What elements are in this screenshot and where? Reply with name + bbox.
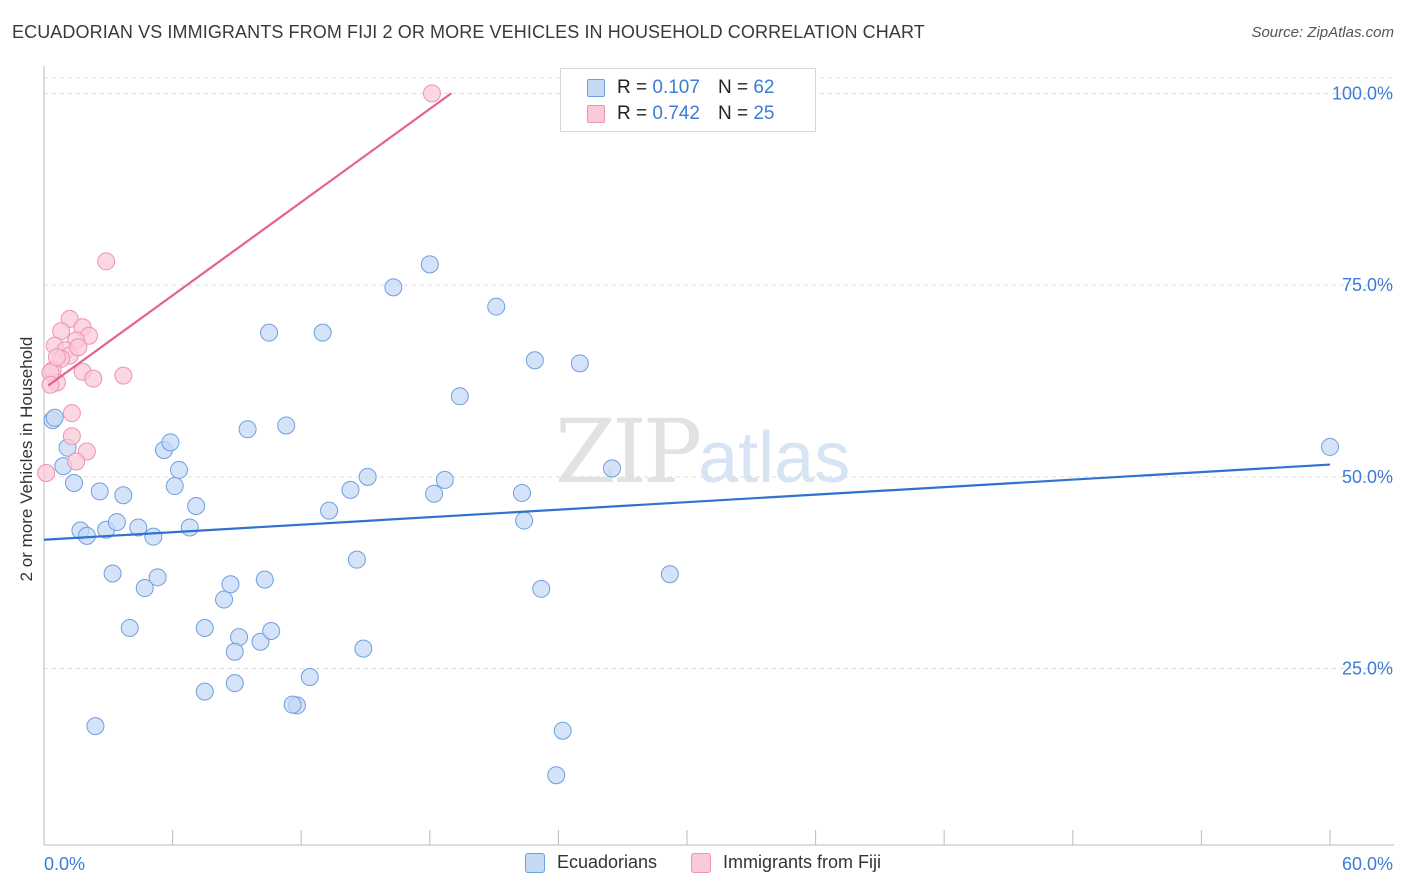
fiji-point (47, 348, 66, 367)
fiji-point (69, 338, 88, 357)
ecuadorian-point (215, 590, 234, 609)
fiji-point (97, 252, 116, 271)
stats-legend: R = 0.107 N = 62 R = 0.742 N = 25 (560, 68, 816, 132)
ecuadorian-point (90, 482, 109, 501)
x-tick-label: 0.0% (44, 854, 85, 874)
ecuadorian-point (313, 323, 332, 342)
ecuadorian-point (547, 766, 566, 785)
ecuadorian-point (532, 579, 551, 598)
series-legend-fiji[interactable]: Immigrants from Fiji (691, 852, 881, 873)
legend-n-value: 25 (753, 103, 775, 124)
ecuadorian-point (135, 579, 154, 598)
ecuadorian-point (120, 618, 139, 637)
ecuadorian-point (170, 460, 189, 479)
legend-n-value: 62 (753, 77, 775, 98)
ecuadorian-point (251, 632, 270, 651)
ecuadorian-point (65, 473, 84, 492)
ecuadorian-point (435, 470, 454, 489)
ecuadorian-point (238, 420, 257, 439)
y-tick-label: 25.0% (1342, 659, 1393, 679)
ecuadorian-point (262, 622, 281, 641)
ecuadorian-point (1321, 437, 1339, 456)
ecuadorian-point (320, 501, 339, 520)
ecuadorian-point (300, 668, 319, 687)
ecuadorian-point (425, 484, 444, 503)
fiji-point (67, 452, 86, 471)
ecuadorian-point (384, 278, 403, 297)
y-tick-label: 50.0% (1342, 467, 1393, 487)
ecuadorian-point (450, 387, 469, 406)
ecuadorian-point (420, 255, 439, 274)
legend-row-fiji: R = 0.742 N = 25 (587, 102, 792, 126)
ecuadorian-point (283, 695, 302, 714)
y-tick-label: 75.0% (1342, 275, 1393, 295)
fiji-point (60, 309, 79, 328)
series-swatch-fiji (691, 852, 712, 873)
series-legend-ecuadorians[interactable]: Ecuadorians (524, 852, 658, 873)
chart-title: ECUADORIAN VS IMMIGRANTS FROM FIJI 2 OR … (12, 22, 925, 42)
y-tick-label: 100.0% (1332, 83, 1393, 103)
ecuadorian-point (114, 486, 133, 505)
fiji-point (62, 404, 81, 423)
ecuadorian-point (180, 518, 199, 537)
series-label-fiji: Immigrants from Fiji (723, 852, 882, 872)
series-swatch-ecuadorians (524, 852, 545, 873)
watermark: ZIPatlas (555, 400, 850, 503)
ecuadorian-point (277, 416, 296, 435)
ecuadorian-point (358, 467, 377, 486)
ecuadorian-point (553, 721, 572, 740)
fiji-point (62, 427, 81, 446)
legend-r-value: 0.107 (652, 77, 700, 98)
fiji-point (84, 369, 103, 388)
legend-r-label: R = (617, 103, 648, 124)
ecuadorian-point (129, 518, 148, 537)
legend-r-value: 0.742 (652, 103, 700, 124)
ecuadorian-point (525, 351, 544, 370)
ecuadorian-point (187, 496, 206, 515)
source-label: Source: ZipAtlas.com (1251, 24, 1394, 41)
ecuadorian-point (144, 527, 163, 546)
legend-r-label: R = (617, 77, 648, 98)
ecuadorian-point (195, 682, 214, 701)
legend-swatch-fiji (587, 105, 605, 123)
ecuadorian-point (225, 642, 244, 661)
ecuadorian-point (354, 639, 373, 658)
ecuadorian-trend-line (43, 463, 1331, 541)
ecuadorian-point (255, 570, 274, 589)
watermark-zip: ZIP (555, 400, 702, 503)
watermark-atlas: atlas (698, 418, 851, 498)
ecuadorian-point (161, 433, 180, 452)
ecuadorian-point (45, 408, 64, 427)
ecuadorian-point (260, 323, 279, 342)
ecuadorian-point (570, 354, 589, 373)
ecuadorian-point (512, 483, 531, 502)
y-axis-label: 2 or more Vehicles in Household (17, 336, 36, 582)
ecuadorian-point (660, 565, 679, 584)
ecuadorian-point (487, 297, 506, 316)
ecuadorian-point (602, 459, 621, 478)
ecuadorian-point (347, 550, 366, 569)
fiji-point (422, 84, 441, 103)
legend-row-ecuadorians: R = 0.107 N = 62 (587, 76, 792, 100)
ecuadorian-point (515, 511, 534, 530)
series-label-ecuadorians: Ecuadorians (556, 852, 658, 872)
legend-n-label: N = (717, 103, 749, 124)
legend-swatch-ecuadorians (587, 79, 605, 97)
x-tick-label: 60.0% (1342, 854, 1393, 874)
ecuadorian-point (148, 568, 167, 587)
ecuadorian-point (107, 513, 126, 532)
fiji-trend-line (47, 92, 452, 387)
ecuadorian-point (221, 575, 240, 594)
legend-n-label: N = (717, 77, 749, 98)
fiji-point (37, 464, 56, 483)
ecuadorian-point (103, 564, 122, 583)
ecuadorian-point (225, 674, 244, 693)
series-legend: Ecuadorians Immigrants from Fiji (0, 852, 1406, 873)
ecuadorian-point (195, 618, 214, 637)
fiji-point (114, 366, 133, 385)
ecuadorian-point (341, 480, 360, 499)
ecuadorian-point (165, 477, 184, 496)
ecuadorian-point (86, 717, 105, 736)
